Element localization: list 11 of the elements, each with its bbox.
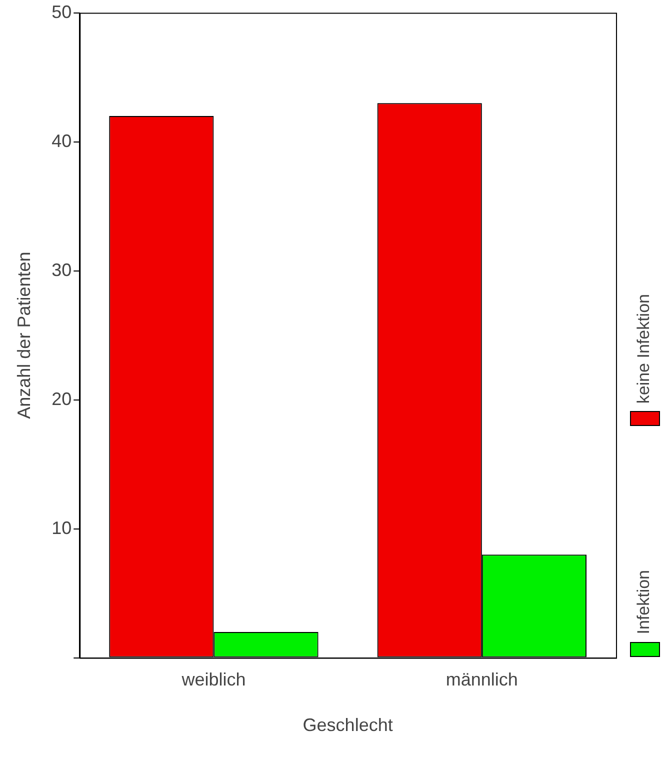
x-axis-title: Geschlecht <box>302 715 393 736</box>
x-tick-label: weiblich <box>180 670 246 690</box>
x-tick-label: männlich <box>446 670 518 690</box>
y-axis-title: Anzahl der Patienten <box>14 252 34 419</box>
y-tick-label: 20 <box>52 388 72 409</box>
y-tick-label: 40 <box>52 130 72 151</box>
y-tick-label: 30 <box>52 260 72 280</box>
text: keine Infektion <box>634 294 654 404</box>
y-tick-label: 10 <box>52 518 72 538</box>
text: Infektion <box>634 570 654 634</box>
y-tick-label: 50 <box>52 2 72 22</box>
